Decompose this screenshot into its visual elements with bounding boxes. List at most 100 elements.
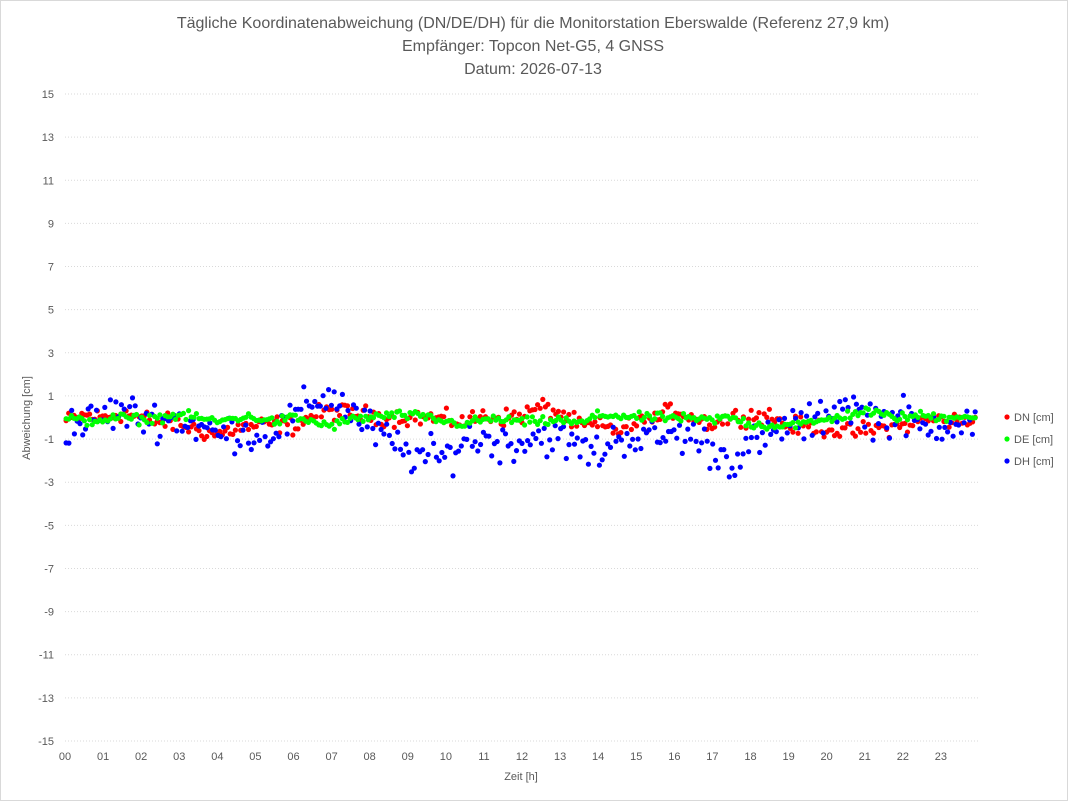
y-tick-label: -9 xyxy=(44,607,54,619)
x-tick-label: 06 xyxy=(287,751,299,763)
data-point xyxy=(329,421,335,427)
data-point xyxy=(240,427,246,433)
legend: DN [cm] DE [cm] DH [cm] xyxy=(1004,412,1054,468)
data-point xyxy=(494,438,500,445)
data-point xyxy=(680,411,687,417)
data-point xyxy=(522,448,528,454)
data-point xyxy=(855,426,861,432)
data-point xyxy=(110,425,116,431)
data-point xyxy=(634,423,640,429)
data-point xyxy=(186,408,192,414)
data-point xyxy=(535,402,541,408)
data-point xyxy=(527,419,533,425)
data-point xyxy=(766,406,773,412)
data-point xyxy=(472,414,478,420)
data-point xyxy=(740,415,747,422)
data-point xyxy=(756,420,762,426)
data-point xyxy=(277,421,283,427)
x-tick-label: 11 xyxy=(478,751,489,763)
data-point xyxy=(251,440,257,446)
data-point xyxy=(858,429,864,435)
data-point xyxy=(204,433,210,440)
data-point xyxy=(574,423,580,429)
data-point xyxy=(690,421,697,427)
data-point xyxy=(903,433,909,439)
data-point xyxy=(842,425,848,431)
data-point xyxy=(925,432,931,438)
chart-title-line-2: Empfänger: Topcon Net-G5, 4 GNSS xyxy=(402,38,664,55)
data-point xyxy=(118,402,124,408)
data-point xyxy=(538,440,545,446)
data-point xyxy=(144,419,150,426)
data-point xyxy=(318,423,324,429)
data-point xyxy=(420,447,426,453)
data-point xyxy=(384,421,390,427)
data-point xyxy=(360,418,366,424)
y-tick-label: 13 xyxy=(42,132,54,144)
x-tick-label: 09 xyxy=(402,751,414,763)
data-point xyxy=(309,404,315,410)
data-point xyxy=(762,442,768,448)
data-point xyxy=(218,434,224,440)
data-point xyxy=(320,393,326,399)
y-tick-label: -7 xyxy=(44,563,54,575)
x-tick-label: 18 xyxy=(744,751,756,763)
data-point xyxy=(154,441,160,447)
data-point xyxy=(196,428,202,434)
data-point xyxy=(592,414,598,421)
data-point xyxy=(447,444,453,450)
data-point xyxy=(853,401,860,407)
y-tick-label: -3 xyxy=(44,477,54,489)
data-point xyxy=(943,418,950,424)
y-tick-label: -11 xyxy=(39,650,54,662)
data-point xyxy=(707,465,713,471)
data-point xyxy=(566,442,572,448)
data-point xyxy=(472,439,478,445)
data-point xyxy=(243,422,249,428)
data-point xyxy=(292,412,298,418)
data-point xyxy=(757,449,763,456)
data-point xyxy=(806,401,813,407)
x-tick-label: 19 xyxy=(782,751,794,763)
data-point xyxy=(596,462,603,468)
data-point xyxy=(688,436,694,442)
data-point xyxy=(107,397,113,403)
data-point xyxy=(795,430,801,436)
data-point xyxy=(284,431,290,437)
data-point xyxy=(754,434,760,440)
data-point xyxy=(232,427,238,433)
data-point xyxy=(110,412,116,418)
data-point xyxy=(389,410,395,416)
data-point xyxy=(191,414,197,420)
data-point xyxy=(318,414,324,420)
data-point xyxy=(969,431,976,437)
data-point xyxy=(930,411,937,417)
data-point xyxy=(312,398,318,405)
data-point xyxy=(180,410,186,416)
data-point xyxy=(721,447,727,453)
data-point xyxy=(928,415,934,421)
data-point xyxy=(174,428,180,434)
data-point xyxy=(674,435,680,441)
data-point xyxy=(915,414,921,420)
data-point xyxy=(124,423,130,429)
data-point xyxy=(618,437,625,443)
data-point xyxy=(630,436,636,442)
data-point xyxy=(107,416,113,422)
data-point xyxy=(140,429,147,435)
legend-marker xyxy=(1004,458,1010,464)
data-point xyxy=(540,414,546,420)
x-tick-label: 16 xyxy=(668,751,680,763)
data-point xyxy=(337,403,343,409)
data-point xyxy=(610,430,616,436)
data-point xyxy=(693,438,699,444)
data-point xyxy=(391,414,397,420)
data-point xyxy=(223,436,229,442)
data-point xyxy=(936,424,942,430)
data-point xyxy=(719,421,726,427)
data-point xyxy=(313,414,319,420)
data-point xyxy=(397,446,404,452)
chart-title-line-3: Datum: 2026-07-13 xyxy=(464,61,602,78)
data-point xyxy=(508,441,514,447)
data-point xyxy=(535,421,541,427)
